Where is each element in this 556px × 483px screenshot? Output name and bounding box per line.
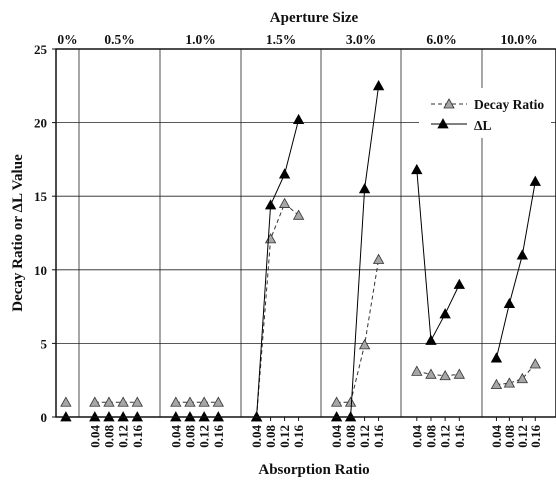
y-axis-title: Decay Ratio or ΔL Value — [10, 154, 26, 312]
delta-l-line — [256, 119, 300, 418]
delta-l-point — [425, 334, 437, 345]
decay-ratio-point — [344, 396, 357, 407]
decay-ratio-point — [89, 396, 101, 407]
decay-ratio-point — [170, 396, 182, 407]
x-tick-label: 0.08 — [101, 425, 116, 448]
delta-l-point — [411, 163, 423, 175]
decay-ratio-point — [292, 209, 305, 220]
x-tick-label: 0.16 — [130, 425, 145, 448]
decay-ratio-point — [330, 396, 343, 407]
x-tick-label: 0.16 — [291, 425, 306, 448]
panel-label: 1.5% — [266, 32, 296, 47]
delta-l-line — [416, 169, 460, 343]
panel-label: 1.0% — [185, 32, 215, 47]
decay-ratio-point — [529, 358, 541, 369]
panel-label: 0.5% — [104, 32, 134, 47]
decay-ratio-point — [358, 339, 371, 350]
delta-l-point — [292, 113, 305, 125]
y-tick-label: 10 — [34, 263, 47, 278]
decay-ratio-point — [60, 396, 72, 407]
y-tick-label: 5 — [41, 336, 48, 351]
x-tick-label: 0.16 — [452, 425, 467, 448]
delta-l-line — [336, 85, 380, 418]
decay-ratio-line — [336, 259, 380, 403]
series-decay-ratio — [60, 197, 541, 422]
top-title: Aperture Size — [270, 10, 359, 26]
y-tick-label: 25 — [34, 42, 48, 57]
decay-ratio-point — [131, 396, 143, 407]
decay-ratio-point — [516, 372, 529, 384]
x-axis-title: Absorption Ratio — [258, 462, 369, 478]
delta-l-point — [358, 183, 371, 194]
panel-label: 0% — [57, 32, 77, 47]
grid — [56, 49, 556, 417]
decay-ratio-line — [496, 363, 536, 386]
x-tick-label: 0.04 — [409, 425, 424, 448]
x-tick-label: 0.08 — [182, 425, 197, 448]
x-tick-label: 0.12 — [438, 425, 453, 448]
decay-ratio-point — [503, 377, 516, 388]
x-tick-label: 0.16 — [528, 425, 543, 448]
legend-box — [419, 88, 551, 138]
decay-ratio-point — [264, 233, 277, 244]
y-tick-label: 20 — [34, 116, 47, 131]
x-tick-label: 0.08 — [423, 425, 438, 448]
decay-ratio-point — [198, 396, 210, 407]
legend-decay-marker — [443, 98, 455, 109]
x-tick-label: 0.08 — [343, 425, 358, 448]
x-tick-label: 0.16 — [371, 425, 386, 448]
panel-labels: 0% 0.5% 1.0% 1.5% 3.0% 6.0% 10.0% — [57, 32, 537, 47]
delta-l-point — [453, 278, 465, 289]
decay-ratio-point — [278, 197, 291, 208]
delta-l-line — [495, 181, 536, 359]
decay-ratio-line — [256, 202, 299, 418]
x-tick-label: 0.12 — [197, 425, 212, 448]
decay-ratio-point — [439, 369, 451, 381]
x-tick-label: 0.04 — [249, 425, 264, 448]
delta-l-point — [264, 199, 277, 210]
delta-l-point — [439, 308, 451, 319]
y-tick-label: 0 — [41, 410, 48, 425]
legend-delta-label: ΔL — [474, 118, 491, 133]
legend: Decay Ratio ΔL — [419, 88, 551, 138]
decay-ratio-line — [416, 370, 460, 377]
x-ticks: 0.04 0.08 0.12 0.16 0.04 0.08 0.12 0.16 0.04 0.08… — [87, 417, 543, 448]
delta-l-point — [490, 352, 503, 363]
y-ticks: 0 5 10 15 20 25 — [34, 42, 56, 425]
x-tick-label: 0.08 — [502, 425, 517, 448]
legend-delta-marker — [437, 118, 449, 129]
x-tick-label: 0.12 — [277, 425, 292, 448]
panel-label: 3.0% — [346, 32, 376, 47]
delta-l-point — [503, 297, 516, 309]
y-tick-label: 15 — [34, 189, 48, 204]
decay-ratio-point — [490, 378, 503, 390]
decay-ratio-point — [411, 365, 423, 376]
x-tick-label: 0.04 — [168, 425, 183, 448]
x-tick-label: 0.12 — [357, 425, 372, 448]
x-tick-label: 0.12 — [116, 425, 131, 448]
delta-l-point — [372, 79, 385, 91]
x-tick-label: 0.04 — [329, 425, 344, 448]
x-tick-label: 0.08 — [263, 425, 278, 448]
legend-decay-label: Decay Ratio — [474, 97, 544, 112]
delta-l-point — [278, 168, 291, 179]
decay-ratio-point — [117, 396, 129, 407]
decay-ratio-point — [184, 396, 196, 407]
x-tick-label: 0.04 — [489, 425, 504, 448]
delta-l-point — [516, 249, 529, 260]
plot-frame — [55, 48, 556, 418]
decay-ratio-point — [425, 368, 437, 379]
decay-ratio-point — [453, 368, 465, 379]
panel-label: 10.0% — [500, 32, 537, 47]
x-tick-label: 0.04 — [87, 425, 102, 448]
panel-label: 6.0% — [426, 32, 456, 47]
x-tick-label: 0.12 — [515, 425, 530, 448]
x-tick-label: 0.16 — [211, 425, 226, 448]
decay-ratio-point — [372, 253, 385, 264]
decay-ratio-point — [103, 396, 115, 407]
delta-l-point — [529, 175, 541, 186]
decay-ratio-point — [212, 396, 224, 407]
